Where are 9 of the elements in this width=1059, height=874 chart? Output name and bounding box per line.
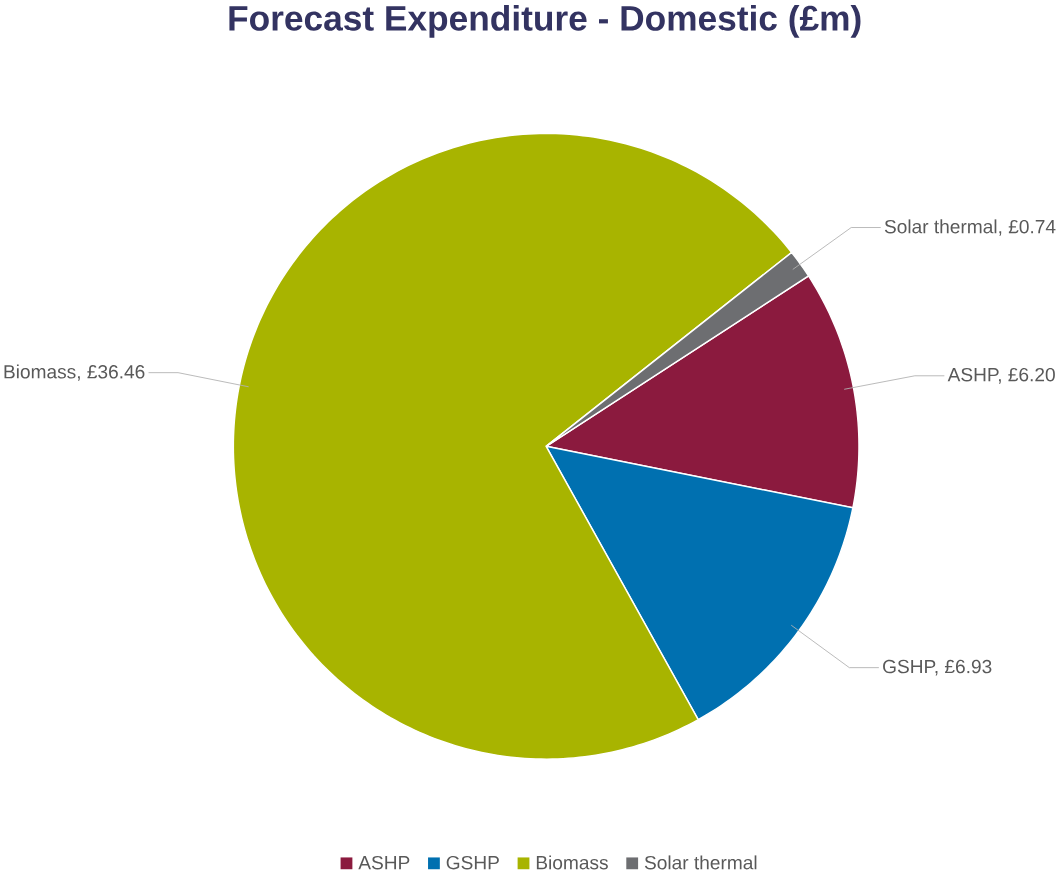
legend-label: Biomass [536, 855, 608, 870]
data-label: Solar thermal, £0.74 [884, 219, 1056, 236]
data-label: GSHP, £6.93 [883, 659, 992, 676]
legend-label: ASHP [358, 855, 410, 870]
data-label: Biomass, £36.46 [4, 364, 145, 381]
data-label: ASHP, £6.20 [947, 367, 1055, 384]
legend-label: GSHP [446, 855, 499, 870]
legend-label: Solar thermal [644, 855, 757, 870]
chart-title: Forecast Expenditure - Domestic (£m) [229, 4, 861, 38]
